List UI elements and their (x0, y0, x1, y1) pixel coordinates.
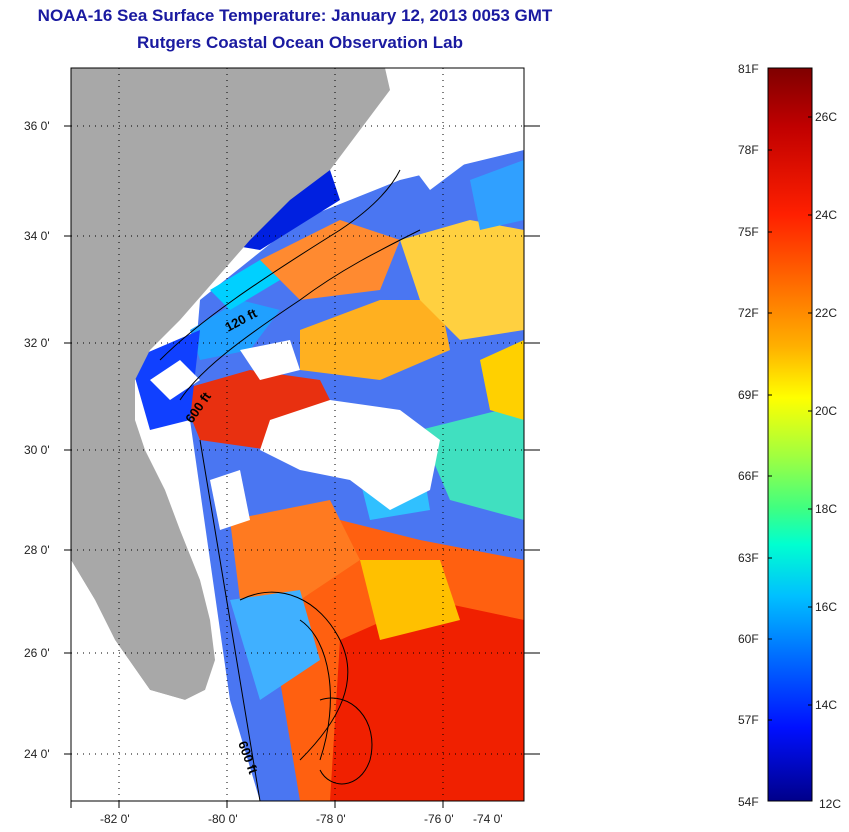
cb-label-18c: 18C (815, 502, 838, 516)
cb-label-16c: 16C (815, 600, 838, 614)
isobath-contours (159, 169, 421, 801)
cb-label-24c: 24C (815, 208, 838, 222)
lon-label-82: -82 0' (100, 812, 130, 826)
axis-ticks (64, 125, 540, 808)
lat-label-36: 36 0' (24, 119, 50, 133)
cb-label-66f: 66F (738, 469, 759, 483)
cb-label-78f: 78F (738, 143, 759, 157)
cb-label-81f: 81F (738, 62, 759, 76)
lon-label-76: -76 0' (424, 812, 454, 826)
land-mass (71, 68, 390, 700)
cloud-mask (150, 130, 470, 530)
cb-label-54f: 54F (738, 795, 759, 809)
cb-label-72f: 72F (738, 306, 759, 320)
colorbar-ticks (768, 116, 812, 721)
cb-label-60f: 60F (738, 632, 759, 646)
cb-label-69f: 69F (738, 388, 759, 402)
colorbar (767, 67, 813, 802)
cb-label-26c: 26C (815, 110, 838, 124)
map-title: NOAA-16 Sea Surface Temperature: January… (37, 6, 553, 25)
lat-label-34: 34 0' (24, 229, 50, 243)
lon-label-74: -74 0' (473, 812, 503, 826)
lat-label-26: 26 0' (24, 646, 50, 660)
lat-label-24: 24 0' (24, 747, 50, 761)
cb-label-12c: 12C (819, 797, 842, 811)
lat-label-28: 28 0' (24, 543, 50, 557)
cb-label-14c: 14C (815, 698, 838, 712)
cb-label-57f: 57F (738, 713, 759, 727)
cb-label-75f: 75F (738, 225, 759, 239)
cb-label-22c: 22C (815, 306, 838, 320)
map-subtitle: Rutgers Coastal Ocean Observation Lab (137, 33, 463, 52)
map-area: 120 ft 600 ft 600 ft (71, 68, 524, 801)
lon-label-80: -80 0' (208, 812, 238, 826)
cb-label-20c: 20C (815, 404, 838, 418)
lon-label-78: -78 0' (316, 812, 346, 826)
cb-label-63f: 63F (738, 551, 759, 565)
lat-label-30: 30 0' (24, 443, 50, 457)
map-frame (70, 67, 525, 802)
lat-label-32: 32 0' (24, 336, 50, 350)
graticule (71, 68, 524, 801)
